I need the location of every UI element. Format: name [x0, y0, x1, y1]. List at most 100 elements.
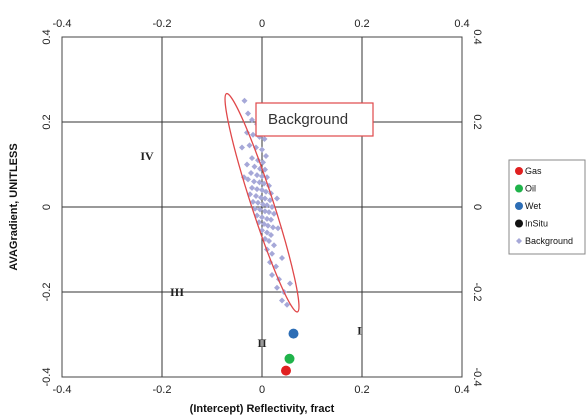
y-tick-label-left: 0	[41, 204, 53, 210]
gas-point	[281, 365, 291, 376]
legend-label-oil: Oil	[525, 184, 536, 194]
callout-box	[255, 102, 374, 137]
legend-marker-insitu	[515, 219, 523, 228]
background-point	[284, 301, 290, 308]
background-point	[260, 201, 266, 208]
y-tick-label-right: 0.2	[471, 114, 483, 129]
x-tick-label-top: -0.2	[153, 18, 172, 30]
x-tick-label-top: 0.4	[454, 18, 469, 30]
background-point	[271, 242, 277, 249]
background-point	[258, 194, 264, 201]
background-point	[273, 263, 279, 270]
background-point	[262, 195, 268, 202]
background-point	[249, 155, 255, 162]
background-point	[265, 222, 271, 229]
legend-marker-gas	[515, 167, 523, 175]
background-point	[271, 210, 277, 217]
background-point	[259, 146, 265, 153]
x-tick-label-top: 0	[259, 18, 265, 30]
y-axis-title: AVAGradient, UNITLESS	[8, 143, 20, 270]
x-tick-label-bottom: 0	[259, 384, 265, 396]
y-tick-label-right: -0.4	[471, 368, 483, 387]
y-tick-label-left: 0.4	[41, 29, 53, 44]
wet-point	[288, 328, 299, 339]
y-tick-label-right: 0.4	[471, 29, 483, 44]
background-point	[241, 97, 248, 104]
plot-frame	[61, 36, 463, 378]
x-ticks-bottom: -0.4 -0.2 0 0.2 0.4	[53, 384, 470, 396]
background-point	[254, 186, 260, 193]
quadrant-label: III	[170, 285, 184, 299]
background-point	[262, 208, 268, 215]
background-point	[249, 184, 255, 191]
legend-marker-oil	[515, 184, 523, 193]
background-point	[250, 131, 256, 138]
y-tick-label-left: -0.4	[41, 368, 53, 387]
background-point	[279, 255, 285, 261]
background-point	[256, 179, 263, 186]
legend: Gas Oil Wet InSitu Background	[508, 159, 586, 255]
background-point	[249, 116, 255, 123]
background-point	[246, 142, 253, 149]
background-point	[279, 297, 285, 304]
background-point	[263, 188, 269, 195]
background-point	[268, 216, 274, 223]
x-ticks-top: -0.4 -0.2 0 0.2 0.4	[53, 18, 470, 30]
x-tick-label-top: 0.2	[354, 18, 369, 30]
background-point	[268, 232, 274, 239]
background-point	[270, 224, 276, 231]
background-point	[248, 170, 254, 176]
background-point	[239, 144, 245, 151]
background-point	[251, 163, 258, 170]
background-point	[255, 199, 261, 206]
background-point	[269, 204, 275, 210]
legend-marker-background	[516, 238, 522, 244]
background-point	[264, 202, 270, 209]
background-point	[254, 172, 260, 179]
background-point	[267, 197, 273, 204]
background-point	[261, 136, 268, 142]
background-point	[245, 110, 251, 117]
background-point	[274, 195, 280, 202]
background-point	[250, 198, 256, 205]
background-point	[263, 153, 269, 159]
background-ellipse	[224, 92, 300, 313]
oil-point	[284, 353, 295, 364]
x-tick-label-bottom: 0.4	[454, 384, 469, 396]
background-point	[269, 250, 275, 257]
x-tick-label-top: -0.4	[53, 18, 72, 30]
background-point	[261, 180, 267, 187]
background-point	[244, 161, 250, 168]
legend-label-gas: Gas	[525, 166, 542, 176]
background-point	[245, 176, 251, 183]
x-tick-label-bottom: -0.2	[153, 384, 172, 396]
background-point	[266, 209, 272, 216]
background-point	[257, 206, 263, 213]
background-point	[269, 272, 275, 278]
quadrant-label: II	[257, 336, 267, 350]
legend-marker-wet	[515, 202, 523, 210]
x-axis-title: (Intercept) Reflectivity, fract	[190, 403, 335, 415]
y-tick-label-right: 0	[471, 204, 483, 210]
legend-label-background: Background	[525, 236, 573, 246]
y-tick-label-left: -0.2	[41, 283, 53, 302]
background-point	[264, 229, 270, 236]
background-point	[260, 159, 266, 166]
background-point	[264, 215, 270, 222]
y-ticks-left: 0.4 0.2 0 -0.2 -0.4	[41, 29, 53, 386]
x-tick-label-bottom: -0.4	[53, 384, 72, 396]
background-point	[251, 178, 257, 185]
background-callout: Background	[255, 102, 374, 137]
legend-label-insitu: InSitu	[525, 219, 548, 229]
quadrant-label: IV	[140, 149, 154, 163]
background-point	[259, 173, 265, 180]
quadrant-label: I	[357, 323, 362, 337]
background-point	[259, 214, 265, 221]
background-point	[287, 280, 293, 287]
background-point	[266, 238, 272, 244]
y-ticks-right: 0.4 0.2 0 -0.2 -0.4	[471, 29, 483, 386]
background-point	[274, 284, 280, 291]
background-point	[275, 225, 281, 232]
